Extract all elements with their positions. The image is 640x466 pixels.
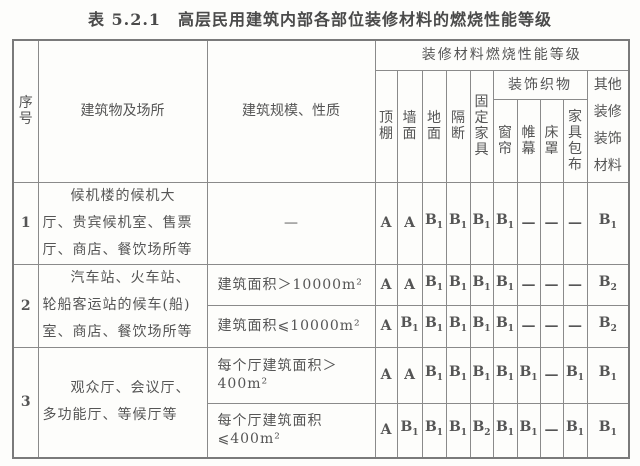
row-scale: 每个厅建筑面积⩽400m² (206, 402, 376, 459)
grade-cell: B1 (469, 181, 494, 265)
header-grade-group: 装修材料燃烧性能等级 (374, 39, 630, 71)
grade-cell: B1 (469, 304, 494, 348)
grade-cell: B1 (445, 181, 471, 265)
grade-cell: B1 (445, 263, 471, 306)
header-wall: 墙面 (396, 69, 423, 183)
grade-cell: B1 (492, 263, 518, 306)
grade-cell: — (562, 263, 588, 306)
grade-cell: B1 (492, 181, 518, 265)
grade-cell: B1 (469, 346, 494, 404)
grade-cell: B1 (516, 402, 541, 459)
grade-cell: A (374, 181, 398, 265)
row-scale: — (206, 181, 376, 265)
row-scale: 建筑面积＞10000m² (206, 263, 376, 306)
row-place: 汽车站、火车站、轮船客运站的候车(船)室、商店、餐饮场所等 (37, 263, 208, 348)
grade-cell: A (374, 402, 398, 459)
row-seq: 3 (12, 346, 39, 459)
table-row: 1 候机楼的候机大厅、贵宾候机室、售票厅、商店、餐饮场所等 — A A B1 B1 B1 B1—… (12, 181, 630, 265)
grade-cell: — (539, 181, 564, 265)
grade-cell: B2 (469, 402, 494, 459)
header-partition: 隔断 (445, 69, 471, 183)
grade-cell: B1 (562, 346, 588, 404)
grade-cell: A (396, 346, 423, 404)
grade-cell: B1 (492, 304, 518, 348)
header-drape: 帷幕 (516, 98, 541, 183)
header-scale: 建筑规模、性质 (206, 39, 376, 183)
header-upholstery: 家具包布 (562, 98, 588, 183)
grade-cell: — (562, 304, 588, 348)
grade-cell: — (539, 346, 564, 404)
table-row: 3 观众厅、会议厅、多功能厅、等候厅等 每个厅建筑面积＞400m² A A B1 B1 B1 B… (12, 346, 630, 459)
grade-cell: — (562, 181, 588, 265)
grade-cell: — (516, 263, 541, 306)
grade-cell: B1 (421, 181, 447, 265)
table-row: 每个厅建筑面积⩽400m² A B1 B1 B1 B2 B1 B1— B1 B1 (13, 402, 630, 459)
fire-rating-table: 序号 建筑物及场所 建筑规模、性质 装修材料燃烧性能等级 顶棚 墙面 地面 隔断… (12, 39, 631, 459)
grade-cell: B1 (421, 263, 447, 306)
grade-cell: B1 (396, 304, 423, 348)
grade-cell: — (516, 181, 541, 265)
row-scale: 每个厅建筑面积＞400m² (206, 346, 376, 404)
grade-cell: B2 (586, 304, 630, 348)
grade-cell: B1 (586, 346, 630, 404)
grade-cell: B1 (516, 346, 541, 404)
grade-cell: B1 (562, 402, 588, 459)
grade-cell: A (396, 181, 423, 265)
grade-cell: B1 (445, 402, 471, 459)
header-ceiling: 顶棚 (374, 69, 398, 183)
grade-cell: — (539, 263, 564, 306)
grade-cell: B1 (421, 402, 447, 459)
header-textiles: 装饰织物 (492, 69, 588, 100)
grade-cell: — (539, 304, 564, 348)
grade-cell: B1 (421, 346, 447, 404)
grade-cell: B1 (421, 304, 447, 348)
header-fixed-furniture: 固定家具 (469, 69, 494, 183)
row-scale: 建筑面积⩽10000m² (206, 304, 376, 348)
grade-cell: B1 (492, 402, 518, 459)
header-seq: 序号 (12, 39, 39, 183)
grade-cell: B1 (469, 263, 494, 306)
row-place: 候机楼的候机大厅、贵宾候机室、售票厅、商店、餐饮场所等 (37, 181, 208, 265)
table-row: 2 汽车站、火车站、轮船客运站的候车(船)室、商店、餐饮场所等 建筑面积＞10000… (12, 263, 630, 348)
row-place: 观众厅、会议厅、多功能厅、等候厅等 (37, 346, 208, 459)
header-place: 建筑物及场所 (37, 39, 208, 183)
table-row: 建筑面积⩽10000m² A B1 B1 B1 B1 B1— — — B2 (13, 304, 630, 348)
grade-cell: B1 (445, 346, 471, 404)
header-floor: 地面 (421, 69, 447, 183)
header-bedcover: 床罩 (539, 98, 564, 183)
grade-cell: — (539, 402, 564, 459)
grade-cell: B2 (586, 263, 630, 306)
row-seq: 2 (12, 263, 39, 348)
header-curtain: 窗帘 (492, 98, 518, 183)
grade-cell: A (374, 304, 398, 348)
grade-cell: A (374, 263, 398, 306)
grade-cell: B1 (396, 402, 423, 459)
grade-cell: A (396, 263, 423, 306)
row-seq: 1 (12, 181, 39, 265)
grade-cell: B1 (586, 402, 630, 459)
header-other: 其他装修装饰材料 (586, 69, 630, 183)
grade-cell: A (374, 346, 398, 404)
grade-cell: B1 (492, 346, 518, 404)
grade-cell: — (516, 304, 541, 348)
grade-cell: B1 (586, 181, 630, 265)
grade-cell: B1 (445, 304, 471, 348)
table-title: 表 5.2.1 高层民用建筑内部各部位装修材料的燃烧性能等级 (87, 10, 553, 29)
